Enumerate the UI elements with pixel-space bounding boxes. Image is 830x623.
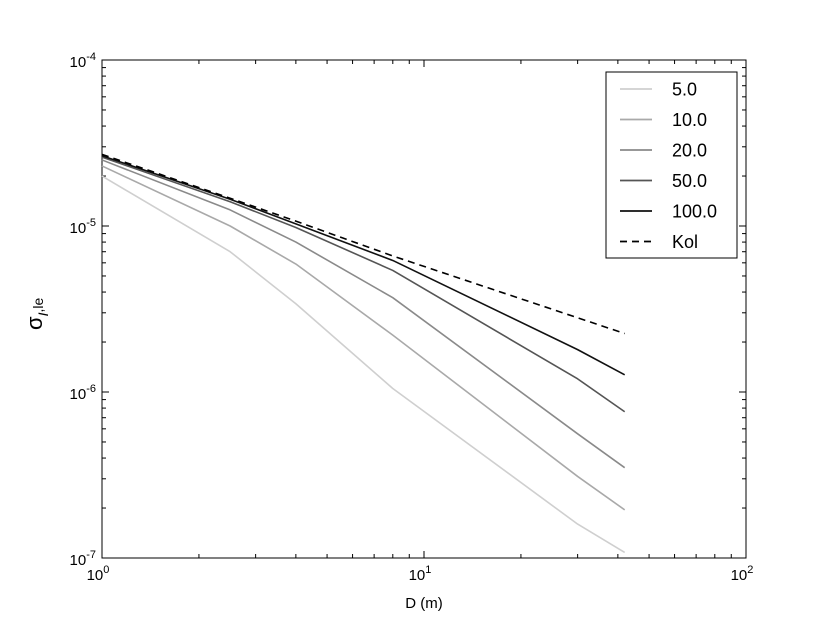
y-axis-label-base: σ (22, 316, 47, 330)
y-tick-label: 10-7 (70, 549, 96, 569)
legend-label: 20.0 (672, 141, 707, 161)
legend-label: Kol (672, 232, 698, 252)
series-line-5-0 (101, 175, 626, 554)
legend-label: 10.0 (672, 110, 707, 130)
y-tick-label: 10-6 (70, 383, 96, 403)
x-tick-label: 101 (409, 564, 432, 584)
series-line-10-0 (101, 165, 626, 511)
legend-label: 50.0 (672, 171, 707, 191)
legend-box (605, 71, 738, 259)
x-axis-label: D (m) (405, 595, 443, 612)
legend-label: 5.0 (672, 80, 697, 100)
series-line-50-0 (101, 156, 626, 413)
y-axis-label-sub2: ,le (30, 298, 46, 313)
series-line-20-0 (101, 159, 626, 469)
series-line-kol (101, 153, 625, 335)
axis-ticks: 100 101 102 10-7 10-6 10-5 10-4 (70, 51, 754, 584)
y-tick-label: 10-5 (70, 217, 96, 237)
y-tick-label: 10-4 (70, 51, 96, 71)
legend-label: 100.0 (672, 202, 717, 222)
legend: 5.0 10.0 20.0 50.0 100.0 Kol (605, 71, 738, 259)
y-axis-label: σI,le (22, 298, 51, 330)
series-layer (101, 153, 626, 554)
series-line-100-0 (101, 154, 626, 376)
x-tick-label: 100 (87, 564, 110, 584)
x-tick-label: 102 (731, 564, 754, 584)
y-axis-label-sub: I (35, 312, 51, 316)
